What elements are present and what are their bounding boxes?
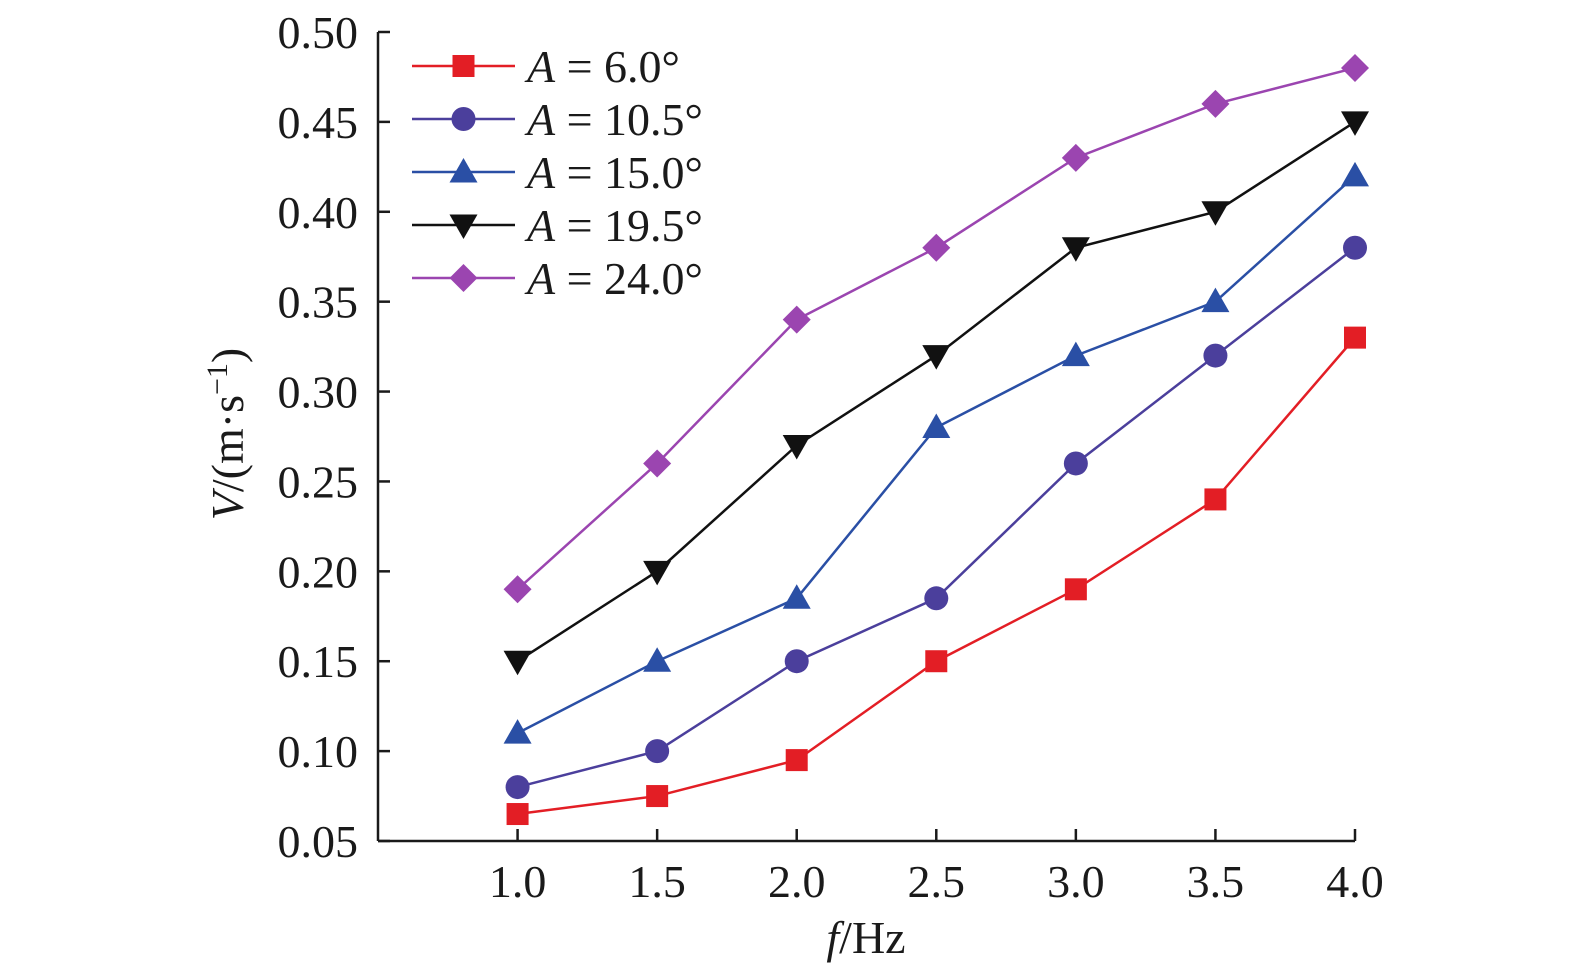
- x-tick-label: 2.0: [768, 856, 826, 907]
- data-point: [922, 345, 951, 370]
- legend-label: A = 19.5°: [524, 200, 703, 251]
- data-point: [782, 584, 811, 609]
- y-tick-label: 0.15: [278, 636, 359, 687]
- legend-item: A = 24.0°: [412, 253, 703, 304]
- x-tick-label: 3.5: [1187, 856, 1245, 907]
- x-tick-label: 1.5: [628, 856, 686, 907]
- series-line: [517, 336, 1356, 816]
- y-axis-unit: /(m·s: [202, 395, 253, 492]
- y-tick-label: 0.10: [278, 726, 359, 777]
- data-point: [1344, 326, 1366, 349]
- series-line: [517, 246, 1356, 789]
- y-tick-label: 0.50: [278, 7, 359, 58]
- data-point: [1341, 161, 1369, 187]
- data-point: [1341, 111, 1369, 136]
- legend-marker: [449, 158, 478, 183]
- x-axis-title: f/Hz: [826, 912, 905, 963]
- y-axis-unit-close: ): [202, 348, 253, 363]
- data-point: [503, 650, 532, 676]
- series-1: [506, 326, 1366, 826]
- data-point: [1061, 341, 1090, 367]
- legend-marker: [451, 107, 476, 131]
- legend-value: = 19.5°: [555, 200, 703, 251]
- y-tick-label: 0.45: [278, 97, 359, 148]
- y-tick-label: 0.05: [278, 816, 359, 867]
- data-point: [643, 449, 672, 478]
- data-point: [505, 775, 530, 800]
- y-axis-unit-exponent: −1: [201, 363, 234, 395]
- data-point: [1343, 235, 1367, 260]
- y-tick-label: 0.20: [278, 546, 359, 597]
- legend-value: = 15.0°: [555, 147, 703, 198]
- data-point: [782, 305, 811, 334]
- legend-variable: A: [524, 41, 556, 92]
- legend-item: A = 15.0°: [412, 147, 703, 198]
- legend-item: A = 19.5°: [412, 200, 703, 251]
- data-point: [784, 649, 809, 674]
- data-point: [1201, 287, 1230, 313]
- legend-item: A = 10.5°: [412, 94, 703, 145]
- data-point: [1204, 488, 1227, 511]
- data-point: [1061, 237, 1090, 262]
- data-point: [1064, 578, 1087, 601]
- series-3: [503, 161, 1369, 744]
- series-2: [505, 235, 1367, 800]
- x-axis-unit: /Hz: [839, 912, 905, 963]
- y-axis-variable: V: [202, 487, 253, 520]
- legend-marker: [449, 214, 478, 239]
- y-tick-label: 0.40: [278, 187, 359, 238]
- series-layer: [503, 53, 1369, 826]
- data-point: [922, 413, 951, 439]
- legend-variable: A: [524, 253, 556, 304]
- series-5: [503, 53, 1369, 604]
- legend-value: = 6.0°: [555, 41, 680, 92]
- data-point: [1063, 451, 1088, 476]
- legend-variable: A: [524, 147, 556, 198]
- y-axis-title: V/(m·s−1): [201, 348, 253, 520]
- data-point: [1061, 143, 1090, 172]
- legend-label: A = 24.0°: [524, 253, 703, 304]
- y-tick-label: 0.25: [278, 456, 359, 507]
- data-point: [643, 647, 672, 672]
- legend-marker: [452, 55, 475, 77]
- legend-label: A = 10.5°: [524, 94, 703, 145]
- legend-item: A = 6.0°: [412, 41, 680, 92]
- data-point: [1203, 343, 1228, 368]
- data-point: [1201, 89, 1230, 118]
- legend-value: = 10.5°: [555, 94, 703, 145]
- legend: A = 6.0°A = 10.5°A = 15.0°A = 19.5°A = 2…: [412, 41, 703, 304]
- data-point: [646, 785, 669, 808]
- x-tick-label: 3.0: [1047, 856, 1105, 907]
- axes: 0.05 0.10 0.15 0.20 0.25 0.30 0.35 0.40 0.45 0.50…: [278, 7, 1384, 907]
- legend-label: A = 15.0°: [524, 147, 703, 198]
- x-tick-label: 1.0: [489, 856, 547, 907]
- x-tick-label: 4.0: [1326, 856, 1384, 907]
- data-point: [506, 803, 529, 826]
- data-point: [503, 575, 532, 604]
- series-4: [503, 111, 1369, 676]
- data-point: [1201, 201, 1230, 226]
- data-point: [645, 739, 670, 764]
- x-tick-label: 2.5: [908, 856, 966, 907]
- data-point: [782, 434, 811, 460]
- legend-label: A = 6.0°: [524, 41, 680, 92]
- y-tick-label: 0.35: [278, 277, 359, 328]
- data-point: [643, 560, 672, 586]
- y-tick-label: 0.30: [278, 367, 359, 418]
- data-point: [922, 233, 951, 262]
- legend-variable: A: [524, 200, 556, 251]
- data-point: [925, 650, 948, 673]
- legend-variable: A: [524, 94, 556, 145]
- legend-marker: [449, 264, 478, 292]
- data-point: [1341, 53, 1369, 82]
- data-point: [785, 749, 808, 772]
- data-point: [924, 586, 949, 611]
- data-point: [503, 719, 532, 744]
- legend-value: = 24.0°: [555, 253, 703, 304]
